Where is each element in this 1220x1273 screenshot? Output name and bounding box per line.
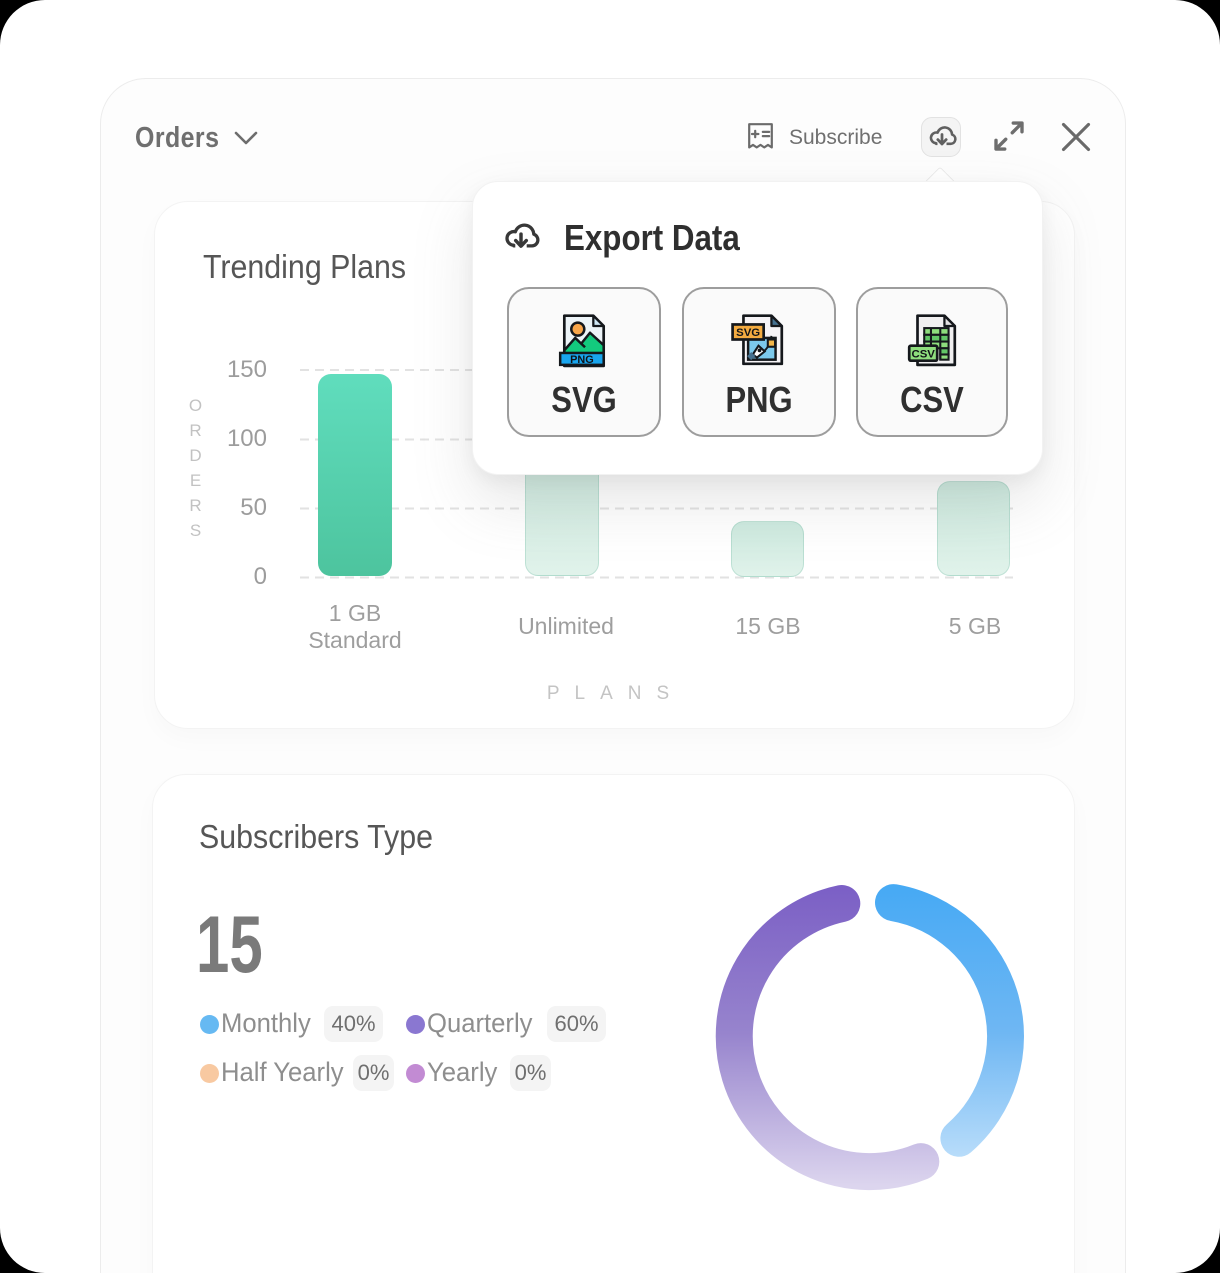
svg-text:SVG: SVG xyxy=(736,327,760,339)
svg-text:PNG: PNG xyxy=(570,354,594,366)
svg-text:CSV: CSV xyxy=(912,349,936,361)
